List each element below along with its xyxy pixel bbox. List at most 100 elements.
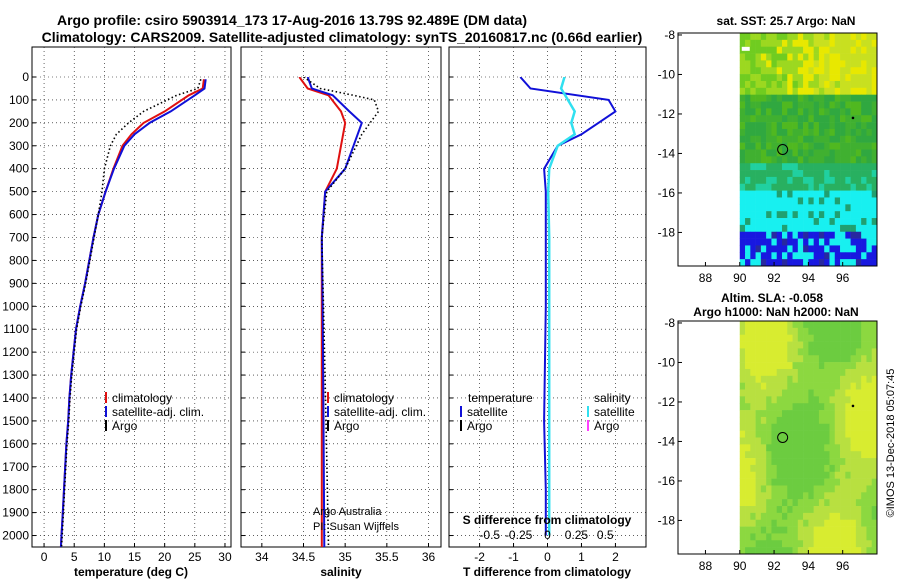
- sla-map-pixel: [803, 403, 809, 411]
- sla-map-pixel: [861, 362, 867, 370]
- sla-map-pixel: [829, 327, 836, 335]
- sst-map-pixel: [776, 135, 783, 143]
- sla-map-pixel: [871, 382, 878, 390]
- sst-map-pixel: [808, 224, 814, 233]
- depth-tick-label: 600: [9, 208, 29, 222]
- sla-map-pixel: [861, 526, 867, 534]
- sst-map-pixel: [855, 156, 862, 164]
- sst-map-pixel: [829, 238, 836, 246]
- sst-map-pixel: [808, 156, 814, 164]
- sla-map-pixel: [745, 492, 751, 500]
- credit-line-1: Argo Australia: [313, 506, 382, 518]
- sst-map-pixel: [803, 135, 809, 143]
- float-track-marker: [851, 116, 855, 120]
- sla-map-pixel: [824, 519, 830, 527]
- sst-map-pixel: [808, 46, 814, 54]
- sst-map-pixel: [760, 122, 767, 130]
- sst-map-pixel: [771, 163, 778, 171]
- sst-map-pixel: [845, 128, 851, 137]
- sla-map-pixel: [866, 526, 873, 534]
- sst-map-pixel: [850, 252, 857, 260]
- salinity-xlabel: salinity: [320, 565, 362, 579]
- sst-map-pixel: [840, 87, 846, 95]
- sla-map-pixel: [834, 478, 841, 486]
- sla-map-pixel: [776, 499, 783, 507]
- sla-map-pixel: [808, 403, 814, 411]
- sla-map-pixel: [813, 540, 820, 548]
- sla-map-pixel: [766, 512, 772, 521]
- sla-map-pixel: [781, 506, 788, 514]
- sla-map-pixel: [755, 375, 762, 383]
- sst-map-pixel: [792, 135, 799, 143]
- sla-map-pixel: [803, 327, 809, 335]
- sst-map-pixel: [845, 46, 851, 54]
- sla-map-pixel: [755, 478, 762, 486]
- sla-map-pixel: [766, 368, 772, 377]
- sst-map-pixel: [829, 135, 836, 143]
- sla-map-pixel: [840, 389, 846, 397]
- sla-map-pixel: [861, 464, 867, 473]
- sst-map-pixel: [745, 60, 751, 68]
- sla-map-pixel: [840, 327, 846, 335]
- difference-series-temperature-satellite: [519, 77, 617, 536]
- sst-map-pixel: [792, 53, 799, 61]
- sst-map-pixel: [755, 135, 762, 143]
- sst-map-pixel: [797, 259, 804, 267]
- sst-map-pixel: [787, 46, 793, 54]
- sst-map-pixel: [750, 74, 756, 82]
- sst-map-pixel: [803, 183, 809, 191]
- sst-map-pixel: [866, 204, 873, 212]
- sla-map-pixel: [760, 458, 767, 466]
- temperature-series-argo: [60, 79, 202, 547]
- sla-map-pixel: [866, 547, 873, 555]
- sla-map-pixel: [850, 519, 857, 527]
- sst-map-pixel: [745, 53, 751, 61]
- sst-map-pixel: [813, 252, 820, 260]
- sla-map-pixel: [739, 348, 746, 356]
- sla-map-pixel: [866, 348, 873, 356]
- sla-map-pixel: [755, 526, 762, 534]
- sla-map-pixel: [739, 355, 746, 363]
- sst-map-pixel: [745, 149, 751, 157]
- sla-map-pixel: [797, 389, 804, 397]
- sla-map-pixel: [871, 464, 878, 473]
- sla-map-pixel: [745, 444, 751, 452]
- sst-map-pixel: [808, 238, 814, 246]
- sla-map-pixel: [750, 341, 756, 349]
- sla-map-pixel: [781, 341, 788, 349]
- sla-map-pixel: [840, 512, 846, 521]
- sla-map-pixel: [834, 416, 841, 425]
- sst-map-pixel: [792, 94, 799, 102]
- sla-map-pixel: [855, 533, 862, 541]
- sst-map-pixel: [781, 224, 788, 233]
- sla-map-pixel: [871, 485, 878, 493]
- sst-map-pixel: [781, 190, 788, 198]
- sla-map-pixel: [792, 540, 799, 548]
- sla-map-pixel: [792, 416, 799, 425]
- sst-map-pixel: [824, 190, 830, 198]
- sla-map-pixel: [755, 547, 762, 555]
- salinity-xtick-label: 34.5: [292, 550, 316, 564]
- sla-map-pixel: [755, 451, 762, 459]
- sst-map-pixel: [861, 170, 867, 178]
- sst-map-pixel: [803, 53, 809, 61]
- sla-map-pixel: [829, 430, 836, 438]
- sla-map-pixel: [861, 478, 867, 486]
- sla-map-pixel: [771, 341, 778, 349]
- sla-map-pixel: [739, 341, 746, 349]
- sst-map-pixel: [750, 142, 756, 150]
- difference-xtick-label: 1: [578, 550, 585, 564]
- sla-map-pixel: [739, 362, 746, 370]
- sla-map-pixel: [797, 375, 804, 383]
- sla-map-pixel: [861, 416, 867, 425]
- sla-map-pixel: [797, 492, 804, 500]
- sst-map-pixel: [871, 122, 878, 130]
- sla-map-pixel: [855, 540, 862, 548]
- sst-map-pixel: [871, 67, 878, 75]
- sst-map-pixel: [850, 156, 857, 164]
- sst-map-pixel: [855, 259, 862, 267]
- sla-map-pixel: [781, 430, 788, 438]
- sst-map-pixel: [745, 101, 751, 109]
- sst-map-pixel: [745, 197, 751, 205]
- sla-map-pixel: [840, 341, 846, 349]
